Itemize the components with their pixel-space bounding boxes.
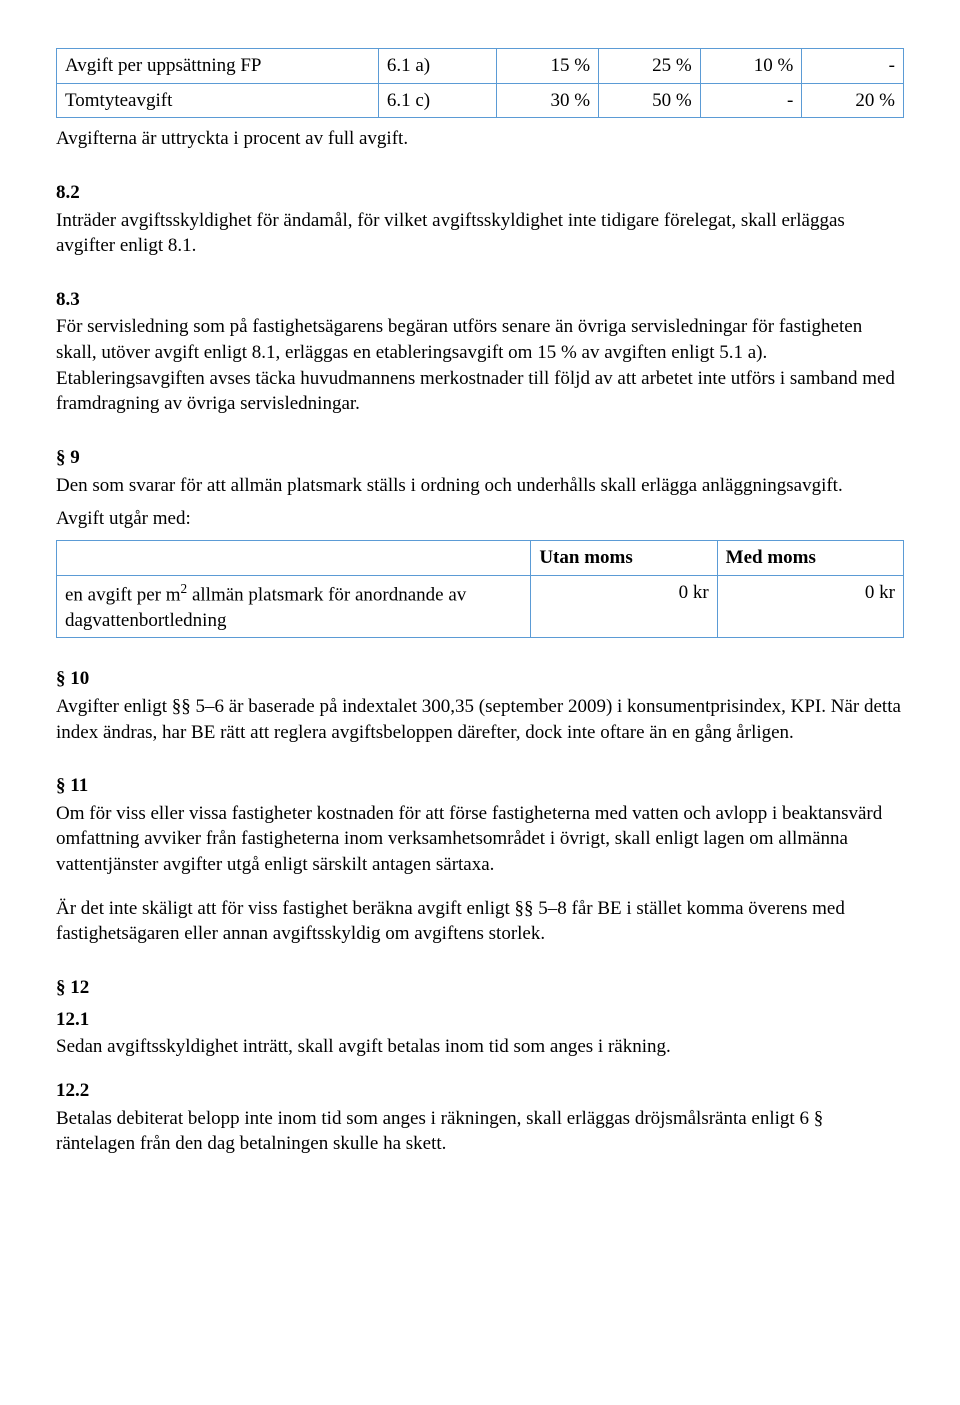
heading-9: § 9 xyxy=(56,445,904,471)
heading-12-1: 12.1 xyxy=(56,1007,904,1033)
paragraph-12-1: Sedan avgiftsskyldighet inträtt, skall a… xyxy=(56,1034,904,1060)
heading-12: § 12 xyxy=(56,975,904,1001)
fee-percent-table: Avgift per uppsättning FP 6.1 a) 15 % 25… xyxy=(56,48,904,118)
header-blank xyxy=(57,540,531,575)
row-col3: - xyxy=(700,83,802,118)
table-header-row: Utan moms Med moms xyxy=(57,540,904,575)
row-label: Avgift per uppsättning FP xyxy=(57,49,379,84)
row-col3: 10 % xyxy=(700,49,802,84)
heading-8-2: 8.2 xyxy=(56,180,904,206)
row-col1: 15 % xyxy=(497,49,599,84)
fee-amount-table: Utan moms Med moms en avgift per m2 allm… xyxy=(56,540,904,638)
paragraph-11-2: Är det inte skäligt att för viss fastigh… xyxy=(56,896,904,947)
row-label: Tomtyteavgift xyxy=(57,83,379,118)
table-row: en avgift per m2 allmän platsmark för an… xyxy=(57,575,904,638)
row-col1: 30 % xyxy=(497,83,599,118)
paragraph-8-3: För servisledning som på fastighetsägare… xyxy=(56,314,904,417)
label-pre: en avgift per m xyxy=(65,584,181,605)
row-ref: 6.1 c) xyxy=(378,83,497,118)
paragraph-10: Avgifter enligt §§ 5–6 är baserade på in… xyxy=(56,694,904,745)
header-med-moms: Med moms xyxy=(717,540,903,575)
row-label: en avgift per m2 allmän platsmark för an… xyxy=(57,575,531,638)
heading-11: § 11 xyxy=(56,773,904,799)
paragraph-8-2: Inträder avgiftsskyldighet för ändamål, … xyxy=(56,208,904,259)
row-col4: 20 % xyxy=(802,83,904,118)
paragraph-12-2: Betalas debiterat belopp inte inom tid s… xyxy=(56,1106,904,1157)
heading-12-2: 12.2 xyxy=(56,1078,904,1104)
row-col2: 25 % xyxy=(599,49,701,84)
table-caption: Avgifterna är uttryckta i procent av ful… xyxy=(56,126,904,152)
row-col4: - xyxy=(802,49,904,84)
paragraph-9: Den som svarar för att allmän platsmark … xyxy=(56,473,904,499)
subcaption-9: Avgift utgår med: xyxy=(56,506,904,532)
heading-10: § 10 xyxy=(56,666,904,692)
header-utan-moms: Utan moms xyxy=(531,540,717,575)
row-ref: 6.1 a) xyxy=(378,49,497,84)
heading-8-3: 8.3 xyxy=(56,287,904,313)
row-utan-moms: 0 kr xyxy=(531,575,717,638)
row-col2: 50 % xyxy=(599,83,701,118)
paragraph-11-1: Om för viss eller vissa fastigheter kost… xyxy=(56,801,904,878)
row-med-moms: 0 kr xyxy=(717,575,903,638)
table-row: Avgift per uppsättning FP 6.1 a) 15 % 25… xyxy=(57,49,904,84)
table-row: Tomtyteavgift 6.1 c) 30 % 50 % - 20 % xyxy=(57,83,904,118)
